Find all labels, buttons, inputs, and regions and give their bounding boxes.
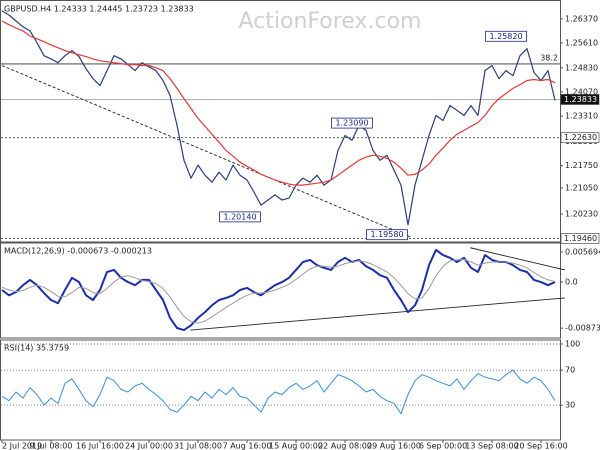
y-tick-label: 1.23310 bbox=[565, 112, 598, 121]
y-tick-label: 100 bbox=[565, 340, 580, 349]
trend-line bbox=[190, 297, 565, 331]
y-tick-label: 1.24830 bbox=[565, 63, 598, 72]
y-tick-label: 0.005694 bbox=[565, 248, 600, 257]
series-line bbox=[1, 258, 556, 324]
y-tick-label: 1.21050 bbox=[565, 183, 598, 192]
x-tick-label: 16 Jul 16:00 bbox=[76, 442, 124, 450]
annotation-label: 1.20140 bbox=[223, 212, 256, 221]
series-line bbox=[1, 369, 556, 415]
y-tick-label: 1.21750 bbox=[565, 161, 598, 170]
level-box bbox=[560, 94, 600, 105]
annotation-label: 1.23090 bbox=[335, 119, 368, 128]
y-tick-label: 1.24070 bbox=[565, 87, 598, 96]
level-label: 1.23833 bbox=[564, 95, 597, 104]
y-tick-label: 30 bbox=[565, 401, 575, 410]
rsi-panel-frame bbox=[0, 339, 561, 441]
x-tick-label: 7 Aug 16:00 bbox=[223, 442, 272, 450]
series-line bbox=[1, 20, 556, 186]
level-label: 38.2 bbox=[540, 53, 558, 62]
x-tick-label: 31 Jul 08:00 bbox=[174, 442, 222, 450]
x-tick-label: 15 Aug 00:00 bbox=[269, 442, 323, 450]
trend-line bbox=[470, 247, 565, 271]
y-tick-label: 70 bbox=[565, 366, 575, 375]
level-label: 1.19460 bbox=[564, 234, 597, 243]
panel-title: RSI(14) 35.3759 bbox=[4, 344, 69, 353]
x-tick-label: 22 Aug 08:00 bbox=[318, 442, 372, 450]
x-tick-label: 6 Sep 00:00 bbox=[419, 442, 467, 450]
x-tick-label: 13 Sep 08:00 bbox=[465, 442, 518, 450]
watermark: ActionForex.com bbox=[239, 9, 422, 34]
y-tick-label: 0.0 bbox=[565, 278, 578, 287]
level-box bbox=[560, 132, 600, 144]
annotation-box bbox=[366, 229, 408, 241]
series-line bbox=[1, 10, 556, 226]
macd-panel-frame bbox=[0, 242, 561, 339]
annotation-box bbox=[485, 30, 527, 42]
panel-title: GBPUSD.H4 1.24333 1.24445 1.23723 1.2383… bbox=[4, 5, 194, 14]
level-label: 1.22630 bbox=[564, 133, 597, 142]
annotation-box bbox=[219, 211, 261, 223]
x-tick-label: 29 Aug 16:00 bbox=[367, 442, 421, 450]
annotation-label: 1.25820 bbox=[489, 32, 522, 41]
level-box bbox=[560, 233, 600, 244]
y-tick-label: -0.008737 bbox=[565, 324, 600, 333]
price-panel-frame bbox=[0, 0, 561, 243]
annotation-label: 1.19580 bbox=[370, 230, 403, 239]
annotation-box bbox=[331, 117, 373, 129]
y-tick-label: 1.25610 bbox=[565, 38, 598, 47]
x-tick-label: 24 Jul 00:00 bbox=[125, 442, 173, 450]
y-tick-label: 1.20230 bbox=[565, 210, 598, 219]
x-tick-label: 20 Sep 16:00 bbox=[514, 442, 567, 450]
x-tick-label: 9 Jul 08:00 bbox=[30, 442, 73, 450]
y-tick-label: 1.26370 bbox=[565, 14, 598, 23]
trend-line bbox=[1, 65, 411, 238]
series-line bbox=[1, 248, 556, 332]
panel-title: MACD(12,26,9) -0.000673 -0.000213 bbox=[4, 247, 152, 256]
x-tick-label: 2 Jul 2019 bbox=[2, 442, 42, 450]
